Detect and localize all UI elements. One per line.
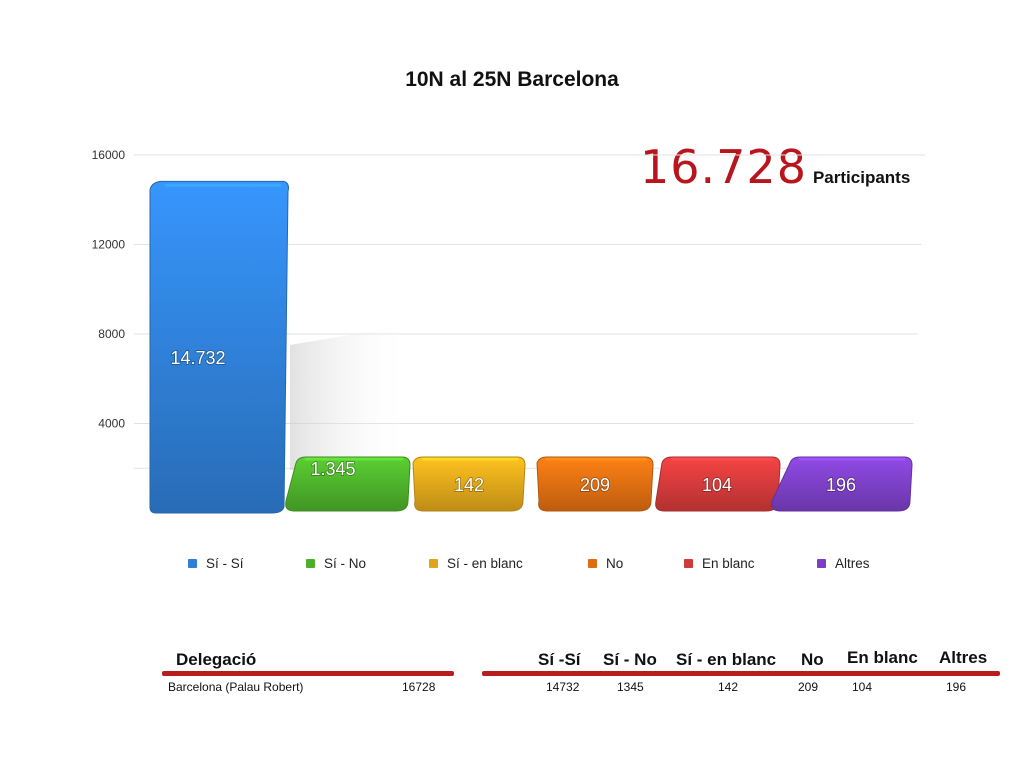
- table-cell-si-en-blanc: 142: [718, 680, 739, 694]
- table-rule-right: [482, 671, 1000, 676]
- bar-value-label: 14.732: [170, 348, 225, 368]
- table-cell-si-no: 1345: [617, 680, 644, 694]
- legend-swatch: [817, 559, 826, 568]
- legend-item: En blanc: [684, 556, 755, 571]
- table-cell-si-si: 14732: [546, 680, 580, 694]
- legend-item: Sí - Sí: [188, 556, 244, 571]
- bar-shadow: [290, 325, 410, 470]
- bar-value-label: 1.345: [310, 459, 355, 479]
- participants-summary: 16.728 Participants: [640, 140, 910, 194]
- legend-swatch: [306, 559, 315, 568]
- legend-item: Altres: [817, 556, 870, 571]
- chart-title: 10N al 25N Barcelona: [405, 68, 619, 91]
- legend-item: Sí - en blanc: [429, 556, 523, 571]
- table-header-altres: Altres: [939, 648, 988, 667]
- table-header-no: No: [801, 650, 824, 669]
- bar-value-label: 104: [702, 475, 732, 495]
- bar-0: [149, 180, 289, 514]
- participants-label: Participants: [812, 168, 911, 187]
- table-cell-altres: 196: [946, 680, 967, 694]
- legend-label: En blanc: [702, 556, 755, 571]
- results-table: Delegació Sí -Sí Sí - No Sí - en blanc N…: [0, 640, 1024, 720]
- table-header-si-si: Sí -Sí: [538, 650, 581, 669]
- y-tick-label: 4000: [98, 417, 125, 431]
- legend-label: Sí - Sí: [206, 556, 244, 571]
- y-tick-label: 12000: [92, 238, 126, 252]
- legend-swatch: [429, 559, 438, 568]
- legend-label: Sí - No: [324, 556, 367, 571]
- table-cell-en-blanc: 104: [852, 680, 873, 694]
- y-tick-label: 16000: [92, 148, 126, 162]
- legend-swatch: [588, 559, 597, 568]
- bar-chart: 4000 8000 12000 16000 14.732 1.345 142 209 104 19…: [92, 148, 925, 514]
- table-header-si-en-blanc: Sí - en blanc: [676, 650, 777, 669]
- bar-5: [771, 456, 913, 512]
- table-cell-no: 209: [798, 680, 819, 694]
- table-cell-delegation-name: Barcelona (Palau Robert): [168, 680, 304, 694]
- participants-count: 16.728: [640, 140, 807, 194]
- legend-label: Altres: [835, 556, 870, 571]
- table-header-en-blanc: En blanc: [847, 648, 918, 667]
- table-rule-left: [162, 671, 454, 676]
- bar-2: [412, 456, 526, 512]
- bar-value-label: 142: [454, 475, 484, 495]
- bar-value-label: 196: [826, 475, 856, 495]
- table-cell-total: 16728: [402, 680, 436, 694]
- table-header-delegacio: Delegació: [176, 650, 257, 669]
- legend-swatch: [188, 559, 197, 568]
- chart-legend: Sí - Sí Sí - No Sí - en blanc No En blanc Alt…: [0, 556, 1024, 576]
- bar-3: [536, 456, 654, 512]
- bar-value-label: 209: [580, 475, 610, 495]
- bar-1: [285, 456, 411, 512]
- legend-label: No: [606, 556, 624, 571]
- legend-item: Sí - No: [306, 556, 366, 571]
- legend-swatch: [684, 559, 693, 568]
- y-tick-label: 8000: [98, 327, 125, 341]
- legend-label: Sí - en blanc: [447, 556, 523, 571]
- table-header-si-no: Sí - No: [603, 650, 657, 669]
- legend-item: No: [588, 556, 623, 571]
